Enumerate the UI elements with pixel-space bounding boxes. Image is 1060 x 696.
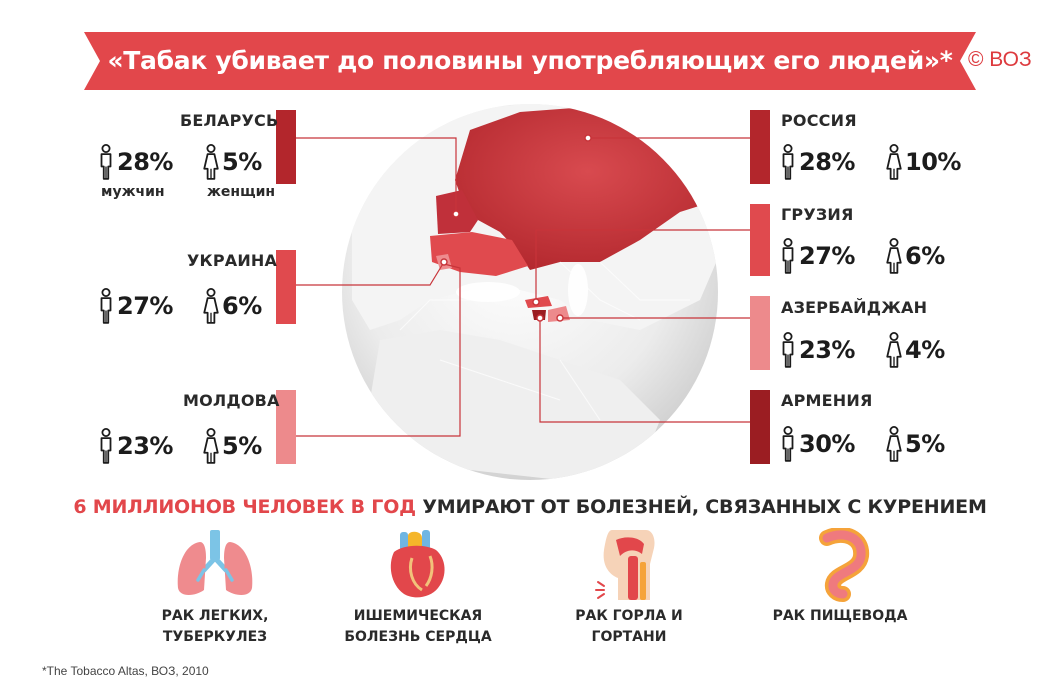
country-name-moldova: МОЛДОВА [183,391,280,410]
man-icon [98,288,114,324]
bar-armenia [750,390,770,464]
legend-women-label: женщин [207,184,276,200]
bar-moldova [276,390,296,464]
disease-label-line2: ТУБЕРКУЛЕЗ [162,629,268,645]
map-ukraine [430,232,528,276]
pct-women-moldova: 5% [222,432,262,460]
heart-icon [390,530,445,598]
stat-women-russia: 10% [886,144,961,180]
stat-women-moldova: 5% [203,428,262,464]
headline-highlight: 6 МИЛЛИОНОВ ЧЕЛОВЕК В ГОД [73,496,416,518]
disease-heart: ИШЕМИЧЕСКАЯ БОЛЕЗНЬ СЕРДЦА [338,528,498,648]
pct-men-ukraine: 27% [117,292,173,320]
page-title: «Табак убивает до половины употребляющих… [107,46,953,75]
country-name-azerbaijan: АЗЕРБАЙДЖАН [781,298,928,317]
stat-women-georgia: 6% [886,238,945,274]
esophagus-icon [819,528,870,602]
pct-women-armenia: 5% [905,430,945,458]
stat-men-russia: 28% [780,144,855,180]
pct-women-russia: 10% [905,148,961,176]
legend-men-label: мужчин [101,184,165,200]
country-name-ukraine: УКРАИНА [187,251,278,270]
stat-women-armenia: 5% [886,426,945,462]
pct-men-georgia: 27% [799,242,855,270]
stat-women-azerbaijan: 4% [886,332,945,368]
disease-label-line1: ИШЕМИЧЕСКАЯ [353,608,483,624]
title-ribbon: «Табак убивает до половины употребляющих… [84,32,976,90]
pct-men-russia: 28% [799,148,855,176]
disease-esophagus: РАК ПИЩЕВОДА [760,528,920,627]
connector-ukraine [296,261,445,286]
disease-label-line1: РАК ГОРЛА И ГОРТАНИ [575,608,683,645]
disease-lungs: РАК ЛЕГКИХ, ТУБЕРКУЛЕЗ [130,528,300,648]
woman-icon [886,332,902,368]
pct-men-moldova: 23% [117,432,173,460]
stat-men-georgia: 27% [780,238,855,274]
bar-azerbaijan [750,296,770,370]
pct-women-belarus: 5% [222,148,262,176]
country-name-russia: РОССИЯ [781,111,857,130]
man-icon [98,144,114,180]
disease-throat: РАК ГОРЛА И ГОРТАНИ [536,528,722,648]
who-copyright: © ВОЗ [968,48,1032,71]
stat-women-ukraine: 6% [203,288,262,324]
pct-men-azerbaijan: 23% [799,336,855,364]
source-footnote: *The Tobacco Altas, ВОЗ, 2010 [42,664,209,678]
pct-women-ukraine: 6% [222,292,262,320]
woman-icon [886,144,902,180]
connector-moldova [296,263,461,437]
stat-women-belarus: 5% [203,144,262,180]
disease-label-line1: РАК ПИЩЕВОДА [772,608,908,624]
woman-icon [203,428,219,464]
country-name-armenia: АРМЕНИЯ [781,391,873,410]
woman-icon [886,426,902,462]
man-icon [780,144,796,180]
pct-women-azerbaijan: 4% [905,336,945,364]
connector-belarus [296,137,457,214]
headline-rest: УМИРАЮТ ОТ БОЛЕЗНЕЙ, СВЯЗАННЫХ С КУРЕНИЕ… [422,496,987,518]
connector-armenia [539,318,752,423]
bar-ukraine [276,250,296,324]
stat-men-moldova: 23% [98,428,173,464]
man-icon [780,332,796,368]
pct-women-georgia: 6% [905,242,945,270]
woman-icon [203,288,219,324]
deaths-headline: 6 МИЛЛИОНОВ ЧЕЛОВЕК В ГОД УМИРАЮТ ОТ БОЛ… [0,496,1060,518]
connector-georgia [535,229,752,302]
lungs-icon [177,530,253,595]
stat-men-ukraine: 27% [98,288,173,324]
pct-men-armenia: 30% [799,430,855,458]
bar-russia [750,110,770,184]
woman-icon [886,238,902,274]
stat-men-azerbaijan: 23% [780,332,855,368]
woman-icon [203,144,219,180]
man-icon [780,238,796,274]
pct-men-belarus: 28% [117,148,173,176]
country-name-georgia: ГРУЗИЯ [781,205,854,224]
throat-icon [595,530,655,600]
stat-men-belarus: 28% [98,144,173,180]
ribbon-shape [84,32,976,90]
disease-label-line2: БОЛЕЗНЬ СЕРДЦА [344,629,492,645]
bar-georgia [750,204,770,276]
bar-belarus [276,110,296,184]
disease-label-line1: РАК ЛЕГКИХ, [161,608,269,624]
stat-men-armenia: 30% [780,426,855,462]
man-icon [98,428,114,464]
man-icon [780,426,796,462]
country-name-belarus: БЕЛАРУСЬ [180,111,279,130]
